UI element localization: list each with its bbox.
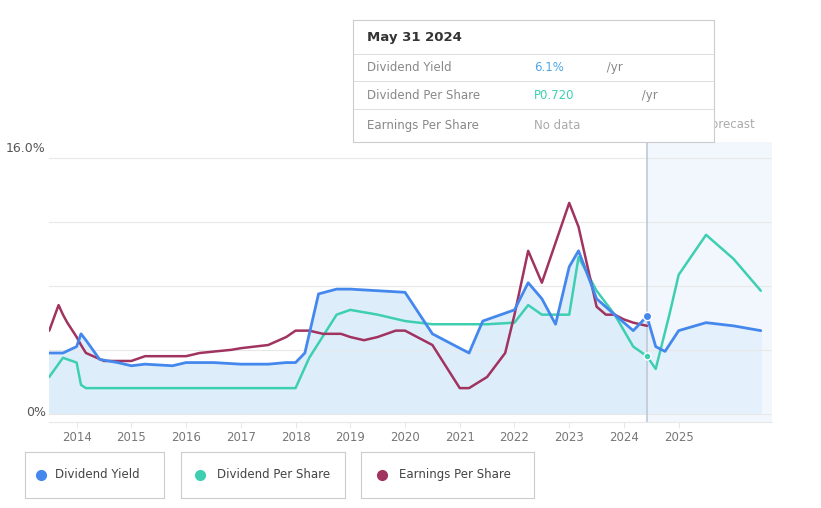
Text: Dividend Per Share: Dividend Per Share xyxy=(368,89,480,102)
Text: 6.1%: 6.1% xyxy=(534,61,563,74)
Text: Dividend Per Share: Dividend Per Share xyxy=(217,468,330,482)
Text: 0%: 0% xyxy=(25,406,46,419)
Text: 16.0%: 16.0% xyxy=(6,142,46,155)
Text: Earnings Per Share: Earnings Per Share xyxy=(399,468,511,482)
Text: /yr: /yr xyxy=(638,89,658,102)
Bar xyxy=(647,142,772,422)
Text: May 31 2024: May 31 2024 xyxy=(368,31,462,44)
Text: Dividend Yield: Dividend Yield xyxy=(368,61,452,74)
Text: No data: No data xyxy=(534,119,580,132)
Text: Past: Past xyxy=(619,118,644,131)
Text: Analysts Forecast: Analysts Forecast xyxy=(650,118,754,131)
Text: /yr: /yr xyxy=(603,61,623,74)
Text: P0.720: P0.720 xyxy=(534,89,574,102)
Text: Earnings Per Share: Earnings Per Share xyxy=(368,119,479,132)
Text: Dividend Yield: Dividend Yield xyxy=(55,468,140,482)
